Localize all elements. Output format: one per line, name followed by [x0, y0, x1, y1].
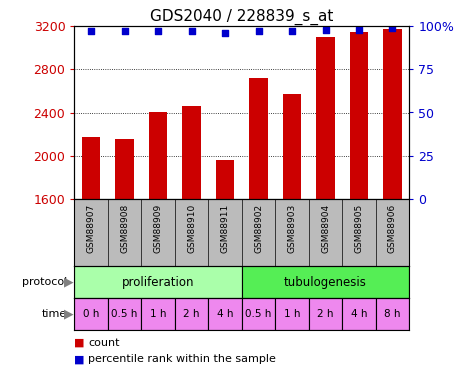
- Point: [355, 27, 363, 33]
- Text: GSM88902: GSM88902: [254, 204, 263, 253]
- Bar: [342, 298, 376, 330]
- Text: proliferation: proliferation: [122, 276, 194, 289]
- Bar: [383, 30, 402, 199]
- Text: ▶: ▶: [64, 276, 73, 289]
- Title: GDS2040 / 228839_s_at: GDS2040 / 228839_s_at: [150, 9, 333, 25]
- Text: tubulogenesis: tubulogenesis: [284, 276, 367, 289]
- Text: GSM88903: GSM88903: [287, 204, 297, 254]
- Bar: [108, 298, 141, 330]
- Text: 2 h: 2 h: [183, 309, 200, 319]
- Bar: [74, 266, 242, 298]
- Text: 1 h: 1 h: [150, 309, 166, 319]
- Text: 2 h: 2 h: [317, 309, 334, 319]
- Text: ▶: ▶: [64, 308, 73, 321]
- Bar: [141, 298, 175, 330]
- Point: [121, 28, 128, 34]
- Bar: [275, 298, 309, 330]
- Text: 1 h: 1 h: [284, 309, 300, 319]
- Bar: [208, 298, 242, 330]
- Bar: [82, 137, 100, 199]
- Bar: [350, 32, 368, 199]
- Point: [389, 25, 396, 31]
- Text: GSM88905: GSM88905: [354, 204, 364, 254]
- Bar: [249, 78, 268, 199]
- Bar: [242, 298, 275, 330]
- Text: 4 h: 4 h: [217, 309, 233, 319]
- Text: GSM88909: GSM88909: [153, 204, 163, 254]
- Bar: [242, 266, 409, 298]
- Text: protocol: protocol: [22, 277, 67, 287]
- Bar: [182, 106, 201, 199]
- Bar: [149, 112, 167, 199]
- Text: GSM88911: GSM88911: [220, 204, 230, 254]
- Text: count: count: [88, 338, 120, 348]
- Text: ■: ■: [74, 338, 85, 348]
- Text: 0.5 h: 0.5 h: [246, 309, 272, 319]
- Bar: [216, 160, 234, 199]
- Point: [188, 28, 195, 34]
- Bar: [376, 298, 409, 330]
- Point: [221, 30, 229, 36]
- Bar: [175, 298, 208, 330]
- Text: time: time: [42, 309, 67, 319]
- Point: [288, 28, 296, 34]
- Text: 0.5 h: 0.5 h: [112, 309, 138, 319]
- Point: [87, 28, 95, 34]
- Point: [322, 27, 329, 33]
- Text: 4 h: 4 h: [351, 309, 367, 319]
- Bar: [74, 298, 108, 330]
- Text: 8 h: 8 h: [384, 309, 401, 319]
- Bar: [283, 94, 301, 199]
- Point: [154, 28, 162, 34]
- Text: GSM88906: GSM88906: [388, 204, 397, 254]
- Text: GSM88904: GSM88904: [321, 204, 330, 253]
- Text: 0 h: 0 h: [83, 309, 100, 319]
- Text: ■: ■: [74, 354, 85, 364]
- Text: GSM88907: GSM88907: [86, 204, 96, 254]
- Bar: [115, 140, 134, 199]
- Point: [255, 28, 262, 34]
- Text: percentile rank within the sample: percentile rank within the sample: [88, 354, 276, 364]
- Bar: [316, 37, 335, 199]
- Text: GSM88908: GSM88908: [120, 204, 129, 254]
- Text: GSM88910: GSM88910: [187, 204, 196, 254]
- Bar: [309, 298, 342, 330]
